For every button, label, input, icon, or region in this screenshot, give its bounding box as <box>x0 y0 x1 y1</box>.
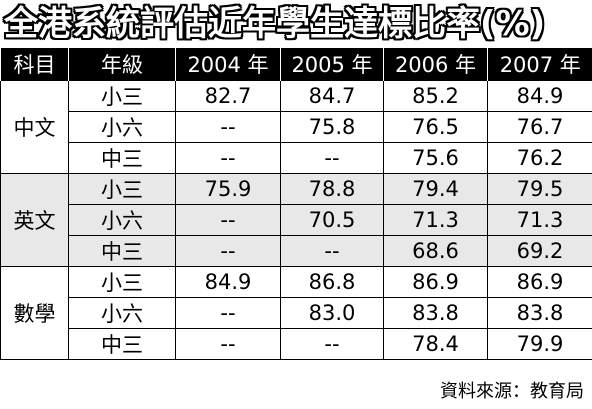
header-row: 科目 年級 2004 年 2005 年 2006 年 2007 年 <box>0 48 592 81</box>
value-cell: 76.5 <box>383 111 488 143</box>
column-header: 2005 年 <box>280 48 384 81</box>
value-cell: 75.8 <box>280 111 384 143</box>
row: 中三 -- -- 78.4 79.9 <box>1 328 592 360</box>
value-cell: 86.8 <box>280 266 384 298</box>
row: 中三 -- -- 75.6 76.2 <box>1 142 592 174</box>
value-cell: 84.7 <box>280 80 384 112</box>
value-cell: 68.6 <box>383 235 488 267</box>
column-header: 科目 <box>0 48 69 81</box>
value-cell: -- <box>175 297 281 329</box>
grade-cell: 小六 <box>68 297 176 329</box>
column-header: 2004 年 <box>175 48 281 81</box>
value-cell: 78.4 <box>383 328 488 360</box>
value-cell: 69.2 <box>487 235 592 267</box>
value-cell: -- <box>175 142 281 174</box>
row: 數學 小三 84.9 86.8 86.9 86.9 <box>0 266 592 360</box>
column-header: 年級 <box>68 48 176 81</box>
value-cell: 79.9 <box>487 328 592 360</box>
value-cell: 78.8 <box>280 173 384 205</box>
grade-cell: 小六 <box>68 111 176 143</box>
source: 資料來源：教育局 <box>440 381 584 402</box>
grade-cell: 小三 <box>68 80 176 112</box>
value-cell: 86.9 <box>383 266 488 298</box>
value-cell: 85.2 <box>383 80 488 112</box>
value-cell: -- <box>175 235 281 267</box>
value-cell: 83.0 <box>280 297 384 329</box>
value-cell: 84.9 <box>175 266 281 298</box>
value-cell: 76.2 <box>487 142 592 174</box>
value-cell: -- <box>175 111 281 143</box>
grade-cell: 中三 <box>68 328 176 360</box>
grade-cell: 中三 <box>68 235 176 267</box>
value-cell: -- <box>175 328 281 360</box>
subject-cell: 數學 <box>0 266 69 360</box>
value-cell: 71.3 <box>383 204 488 236</box>
value-cell: 79.4 <box>383 173 488 205</box>
value-cell: 83.8 <box>487 297 592 329</box>
table: 科目 年級 2004 年 2005 年 2006 年 2007 年 中文 小三 82.7 84.… <box>0 48 592 360</box>
value-cell: 76.7 <box>487 111 592 143</box>
value-cell: 86.9 <box>487 266 592 298</box>
value-cell: 75.6 <box>383 142 488 174</box>
value-cell: 75.9 <box>175 173 281 205</box>
value-cell: -- <box>280 235 384 267</box>
value-cell: 84.9 <box>487 80 592 112</box>
subject-cell: 中文 <box>0 80 69 174</box>
value-cell: 71.3 <box>487 204 592 236</box>
row: 小六 -- 70.5 71.3 71.3 <box>1 204 592 236</box>
grade-cell: 小三 <box>68 266 176 298</box>
column-header: 2006 年 <box>383 48 488 81</box>
row: 中三 -- -- 68.6 69.2 <box>1 235 592 267</box>
row: 英文 小三 75.9 78.8 79.4 79.5 <box>0 173 592 267</box>
grade-cell: 小三 <box>68 173 176 205</box>
value-cell: -- <box>175 204 281 236</box>
value-cell: -- <box>280 328 384 360</box>
value-cell: 70.5 <box>280 204 384 236</box>
row: 小六 -- 75.8 76.5 76.7 <box>1 111 592 143</box>
row: 中文 小三 82.7 84.7 85.2 84.9 <box>0 80 592 174</box>
grade-cell: 中三 <box>68 142 176 174</box>
value-cell: 79.5 <box>487 173 592 205</box>
row: 小六 -- 83.0 83.8 83.8 <box>1 297 592 329</box>
value-cell: 83.8 <box>383 297 488 329</box>
title: 全港系統評估近年學生達標比率(%) <box>4 4 546 44</box>
value-cell: 82.7 <box>175 80 281 112</box>
table-body: 中文 小三 82.7 84.7 85.2 84.9 小六 -- 75.8 76.5 76.7 中三 --… <box>0 80 592 360</box>
value-cell: -- <box>280 142 384 174</box>
grade-cell: 小六 <box>68 204 176 236</box>
column-header: 2007 年 <box>487 48 592 81</box>
subject-cell: 英文 <box>0 173 69 267</box>
